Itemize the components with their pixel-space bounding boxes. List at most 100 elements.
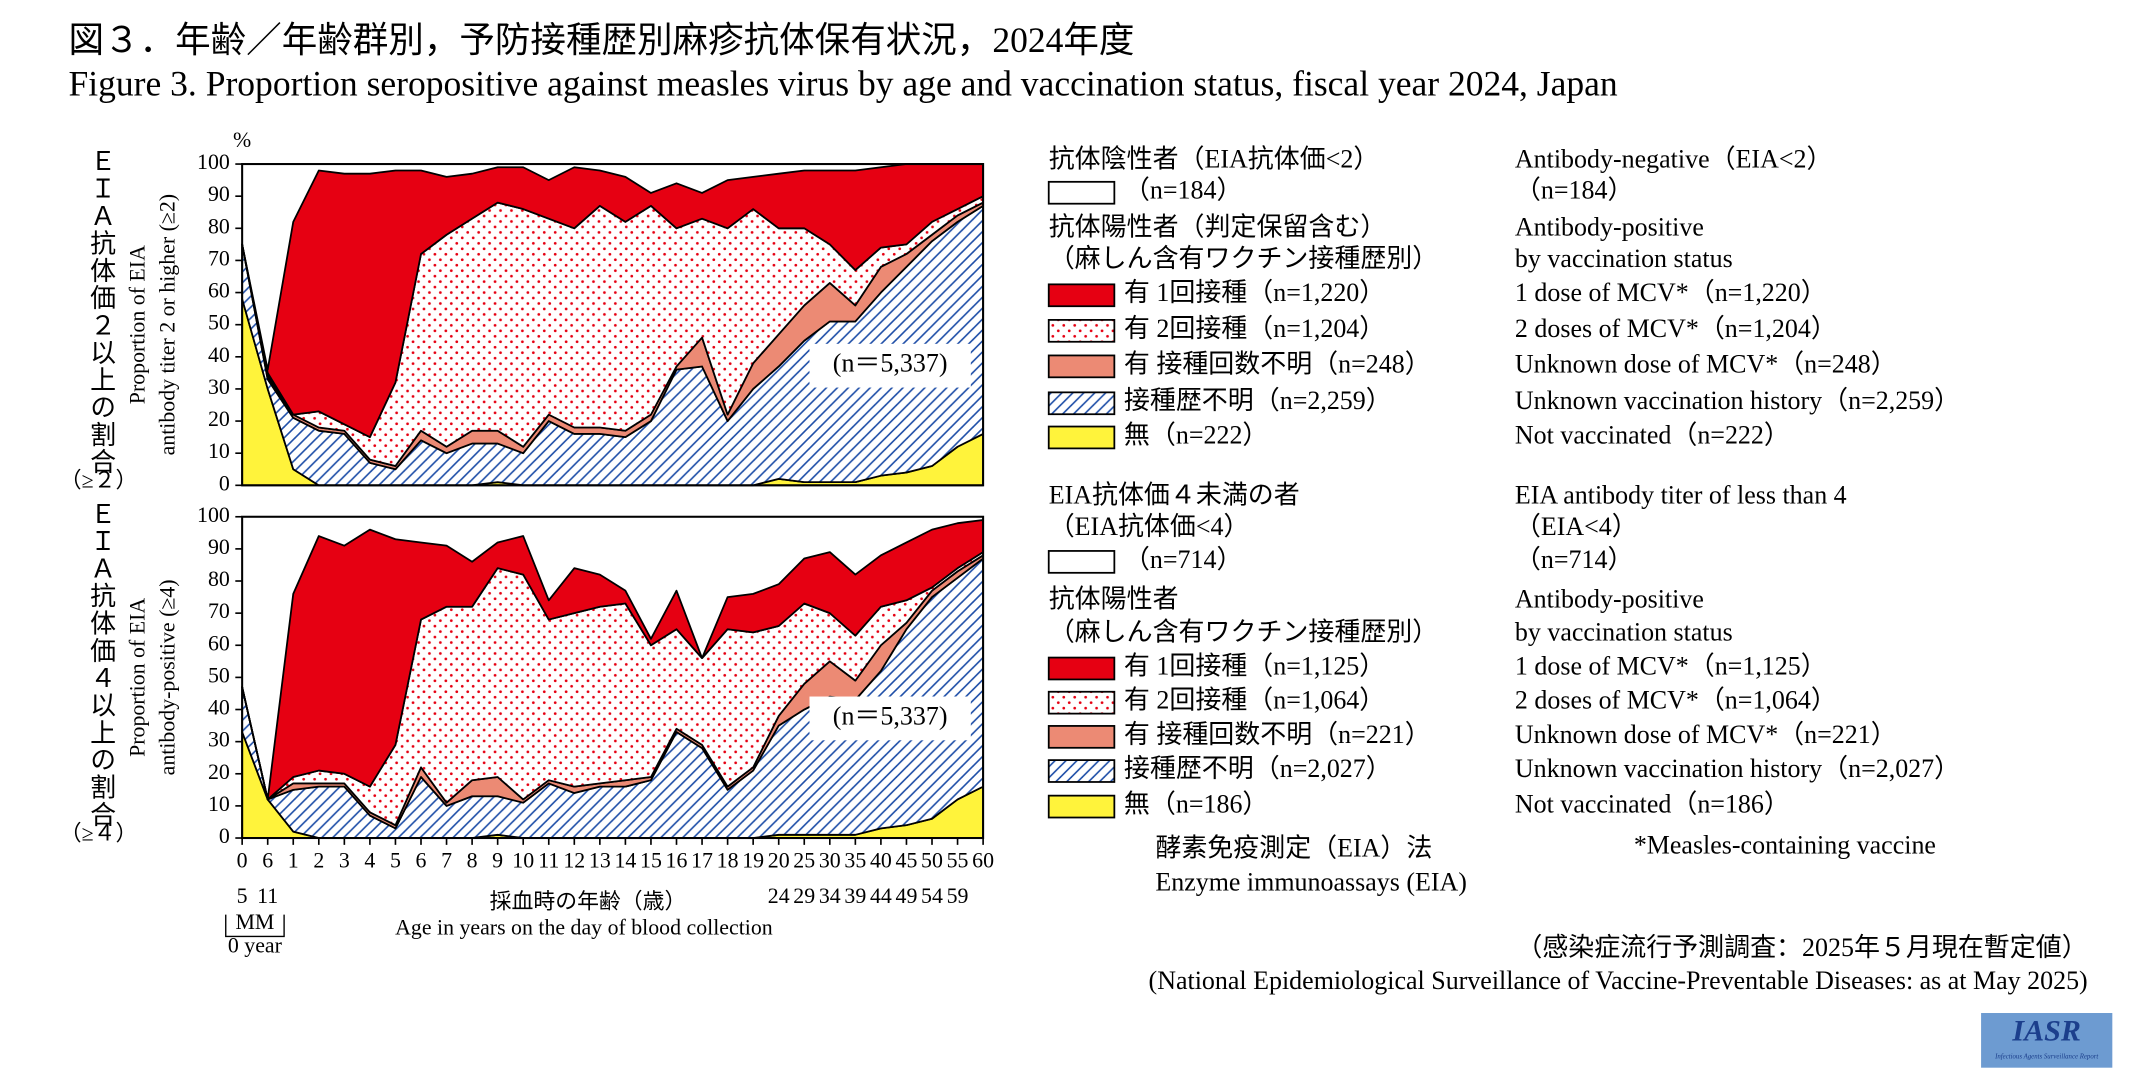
legend-heading: EIA抗体価４未満の者 <box>1049 481 1300 510</box>
x-tick-label: 1 <box>288 849 299 873</box>
x-year-label: 0 year <box>228 933 283 957</box>
x-tick-label: 60 <box>972 849 994 873</box>
legend-label-en: 2 doses of MCV*（n=1,064） <box>1515 686 1837 715</box>
legend-label: 有 1回接種（n=1,220） <box>1124 278 1385 307</box>
legend-label-en: 2 doses of MCV*（n=1,204） <box>1515 314 1837 343</box>
legend-swatch <box>1047 425 1116 450</box>
legend-swatch <box>1047 319 1116 343</box>
y-tick-label: 10 <box>208 439 230 463</box>
legend-label: 無（n=186） <box>1124 790 1269 819</box>
legend-heading: 抗体陰性者（EIA抗体価<2） <box>1049 144 1380 173</box>
legend-heading: 抗体陽性者（判定保留含む） <box>1049 213 1387 242</box>
legend-label-en: Unknown vaccination history（n=2,027） <box>1515 754 1960 783</box>
source-ja: （感染症流行予測調査：2025年５月現在暫定値） <box>1516 933 2087 962</box>
y-tick-label: 70 <box>208 246 230 270</box>
legend-heading: （麻しん含有ワクチン接種歴別） <box>1049 244 1439 273</box>
x-tick-sublabel: 59 <box>947 884 969 908</box>
x-tick-label: 35 <box>844 849 866 873</box>
x-tick-label: 6 <box>416 849 427 873</box>
annotation: (n＝5,337) <box>833 349 948 378</box>
logo: IASR <box>2011 1013 2081 1047</box>
plot-frame <box>241 163 985 487</box>
legend-label-en: Unknown dose of MCV*（n=221） <box>1515 720 1897 749</box>
y-tick-label: 0 <box>219 471 230 495</box>
y-label-ja: ＥＩＡ抗体価２以上の割合 <box>87 148 116 476</box>
legend-label: 有 2回接種（n=1,064） <box>1124 686 1385 715</box>
legend-heading-en: Antibody-negative（EIA<2） <box>1515 144 1833 173</box>
legend-swatch <box>1047 550 1116 574</box>
y-label-ja: ＥＩＡ抗体価４以上の割合 <box>87 500 116 828</box>
legend-label: 接種歴不明（n=2,027） <box>1124 754 1392 783</box>
x-tick-label: 2 <box>313 849 324 873</box>
x-tick-label: 8 <box>467 849 478 873</box>
y-label-en: Proportion of EIA <box>126 598 150 757</box>
x-tick-sublabel: 5 <box>237 884 248 908</box>
legend-heading-en: by vaccination status <box>1515 244 1733 273</box>
y-tick-label: 70 <box>208 599 230 623</box>
y-tick-label: 10 <box>208 792 230 816</box>
x-tick-label: 16 <box>666 849 688 873</box>
legend-label: 有 2回接種（n=1,204） <box>1124 314 1385 343</box>
x-tick-label: 30 <box>819 849 841 873</box>
annotation-box <box>809 696 971 741</box>
legend-label: 有 接種回数不明（n=221） <box>1124 720 1431 749</box>
y-tick-label: 60 <box>208 279 230 303</box>
legend-heading-en: （EIA<4） <box>1515 512 1638 541</box>
x-label-ja: 採血時の年齢（歳） <box>490 890 687 914</box>
y-tick-label: 40 <box>208 696 230 720</box>
legend-swatch <box>1047 690 1116 715</box>
y-tick-label: 30 <box>208 375 230 399</box>
y-tick-label: 50 <box>208 311 230 335</box>
y-tick-label: 80 <box>208 567 230 591</box>
x-tick-label: 13 <box>589 849 611 873</box>
year-bracket <box>225 914 285 938</box>
legend-heading-en: Antibody-positive <box>1515 584 1704 613</box>
y-tick-label: 50 <box>208 663 230 687</box>
annotation-box <box>809 343 971 388</box>
y-tick-label: 0 <box>219 824 230 848</box>
x-tick-sublabel: 39 <box>844 884 866 908</box>
x-tick-label: 55 <box>947 849 969 873</box>
annotation: (n＝5,337) <box>833 701 948 730</box>
legend-heading: （麻しん含有ワクチン接種歴別） <box>1049 617 1439 646</box>
legend-label: 接種歴不明（n=2,259） <box>1124 386 1392 415</box>
legend-swatch <box>1047 656 1116 681</box>
x-tick-label: 10 <box>512 849 534 873</box>
x-tick-label: 50 <box>921 849 943 873</box>
x-tick-label: 15 <box>640 849 662 873</box>
x-label-en: Age in years on the day of blood collect… <box>395 916 773 940</box>
y-tick-label: 100 <box>197 150 230 174</box>
legend-heading-en: Antibody-positive <box>1515 213 1704 242</box>
legend-label-en: Not vaccinated（n=222） <box>1515 420 1790 449</box>
legend-label: （n=714） <box>1124 545 1243 574</box>
x-tick-label: 7 <box>441 849 452 873</box>
x-tick-sublabel: 24 <box>768 884 790 908</box>
legend-heading-en: EIA antibody titer of less than 4 <box>1515 481 1847 510</box>
x-tick-label: 17 <box>691 849 713 873</box>
x-tick-label: 9 <box>492 849 503 873</box>
x-tick-label: 4 <box>364 849 375 873</box>
x-tick-sublabel: 29 <box>793 884 815 908</box>
legend-label-en: Not vaccinated（n=186） <box>1515 790 1790 819</box>
legend-swatch <box>1047 725 1116 749</box>
x-month-label: MM <box>235 910 274 934</box>
x-tick-sublabel: 44 <box>870 884 892 908</box>
x-tick-label: 3 <box>339 849 350 873</box>
x-tick-label: 5 <box>390 849 401 873</box>
legend-label: 有 1回接種（n=1,125） <box>1124 651 1385 680</box>
y-tick-label: 40 <box>208 343 230 367</box>
x-tick-label: 19 <box>742 849 764 873</box>
x-tick-label: 0 <box>237 849 248 873</box>
method-en: Enzyme immunoassays (EIA) <box>1155 867 1467 896</box>
y-tick-label: 20 <box>208 407 230 431</box>
legend-swatch <box>1047 794 1116 819</box>
x-tick-sublabel: 11 <box>257 884 278 908</box>
legend-label-en: （n=714） <box>1515 545 1634 574</box>
x-tick-label: 25 <box>793 849 815 873</box>
legend-label: 有 接種回数不明（n=248） <box>1124 349 1431 378</box>
legend-swatch <box>1047 354 1116 379</box>
logo-box <box>1981 1013 2113 1068</box>
y-unit: % <box>233 128 251 152</box>
